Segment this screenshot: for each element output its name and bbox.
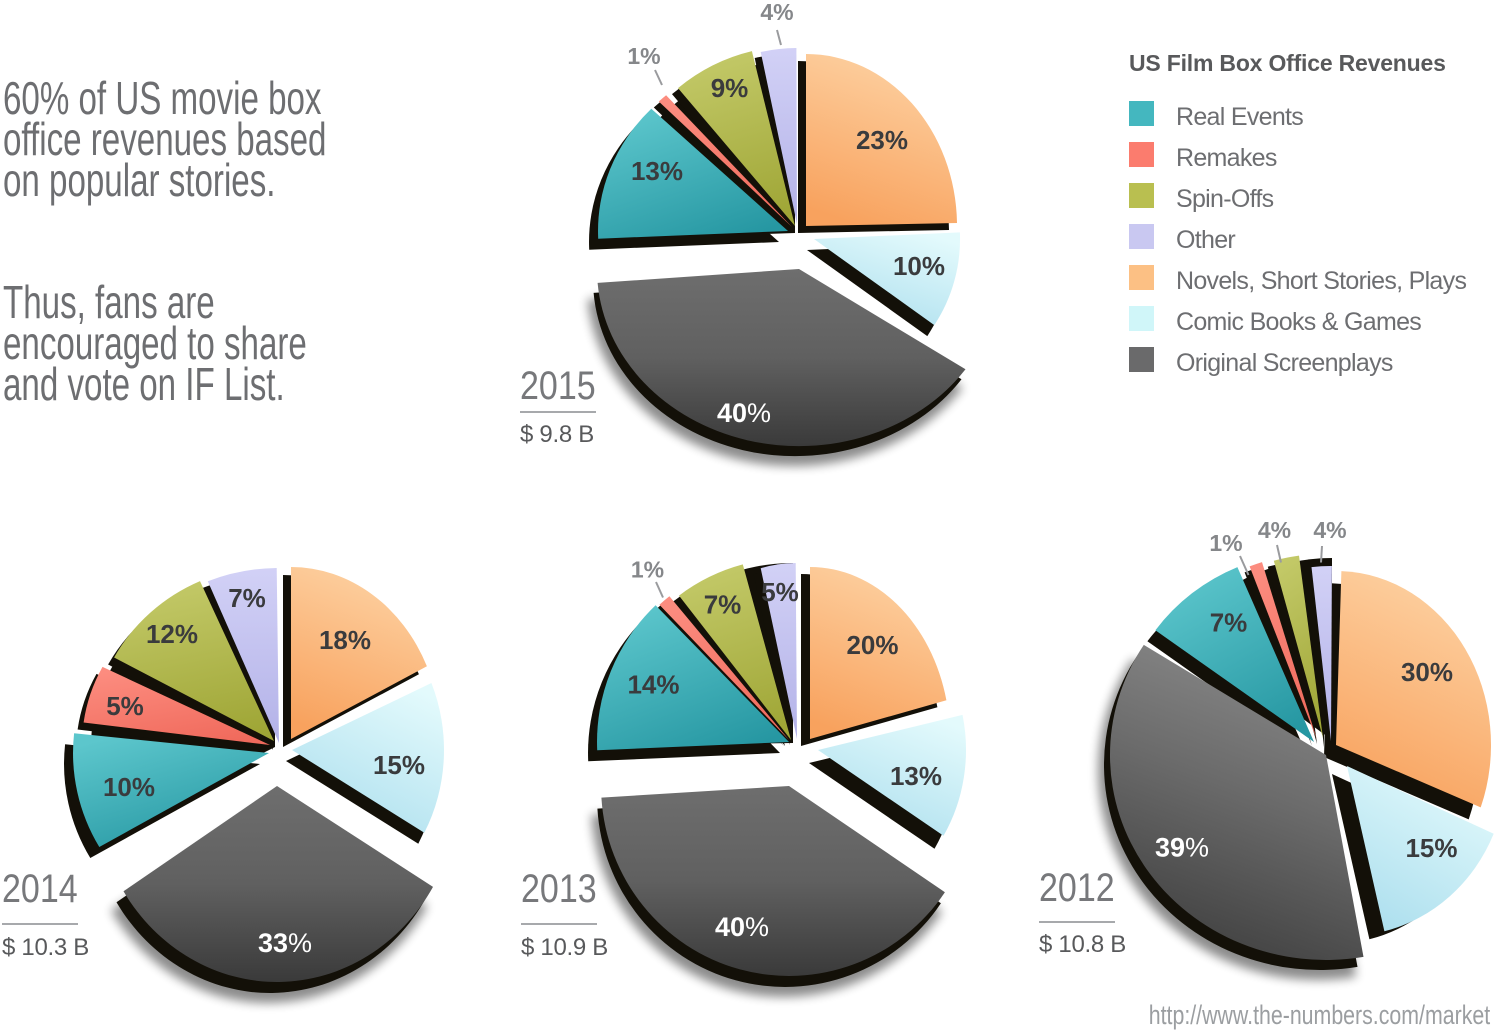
svg-text:40%: 40% bbox=[715, 912, 769, 942]
svg-text:20%: 20% bbox=[846, 630, 898, 660]
svg-text:7%: 7% bbox=[1210, 608, 1248, 638]
svg-text:5%: 5% bbox=[106, 691, 144, 721]
svg-text:13%: 13% bbox=[631, 156, 683, 186]
svg-text:10%: 10% bbox=[893, 251, 945, 281]
svg-text:1%: 1% bbox=[1209, 530, 1242, 556]
svg-text:4%: 4% bbox=[760, 0, 793, 25]
svg-text:15%: 15% bbox=[373, 750, 425, 780]
svg-text:33%: 33% bbox=[258, 928, 312, 958]
svg-text:7%: 7% bbox=[704, 590, 742, 620]
svg-text:4%: 4% bbox=[1258, 517, 1291, 543]
svg-text:1%: 1% bbox=[631, 557, 664, 583]
svg-text:5%: 5% bbox=[761, 577, 799, 607]
svg-text:23%: 23% bbox=[856, 125, 908, 155]
svg-text:13%: 13% bbox=[890, 761, 942, 791]
svg-text:14%: 14% bbox=[627, 670, 679, 700]
svg-text:1%: 1% bbox=[627, 43, 660, 69]
svg-text:18%: 18% bbox=[319, 625, 371, 655]
svg-text:12%: 12% bbox=[146, 619, 198, 649]
svg-text:4%: 4% bbox=[1313, 517, 1346, 543]
svg-text:30%: 30% bbox=[1401, 657, 1453, 687]
svg-text:39%: 39% bbox=[1155, 833, 1209, 863]
svg-text:7%: 7% bbox=[228, 583, 266, 613]
svg-text:9%: 9% bbox=[711, 73, 749, 103]
svg-text:40%: 40% bbox=[717, 398, 771, 428]
svg-text:15%: 15% bbox=[1405, 833, 1457, 863]
svg-text:10%: 10% bbox=[103, 772, 155, 802]
